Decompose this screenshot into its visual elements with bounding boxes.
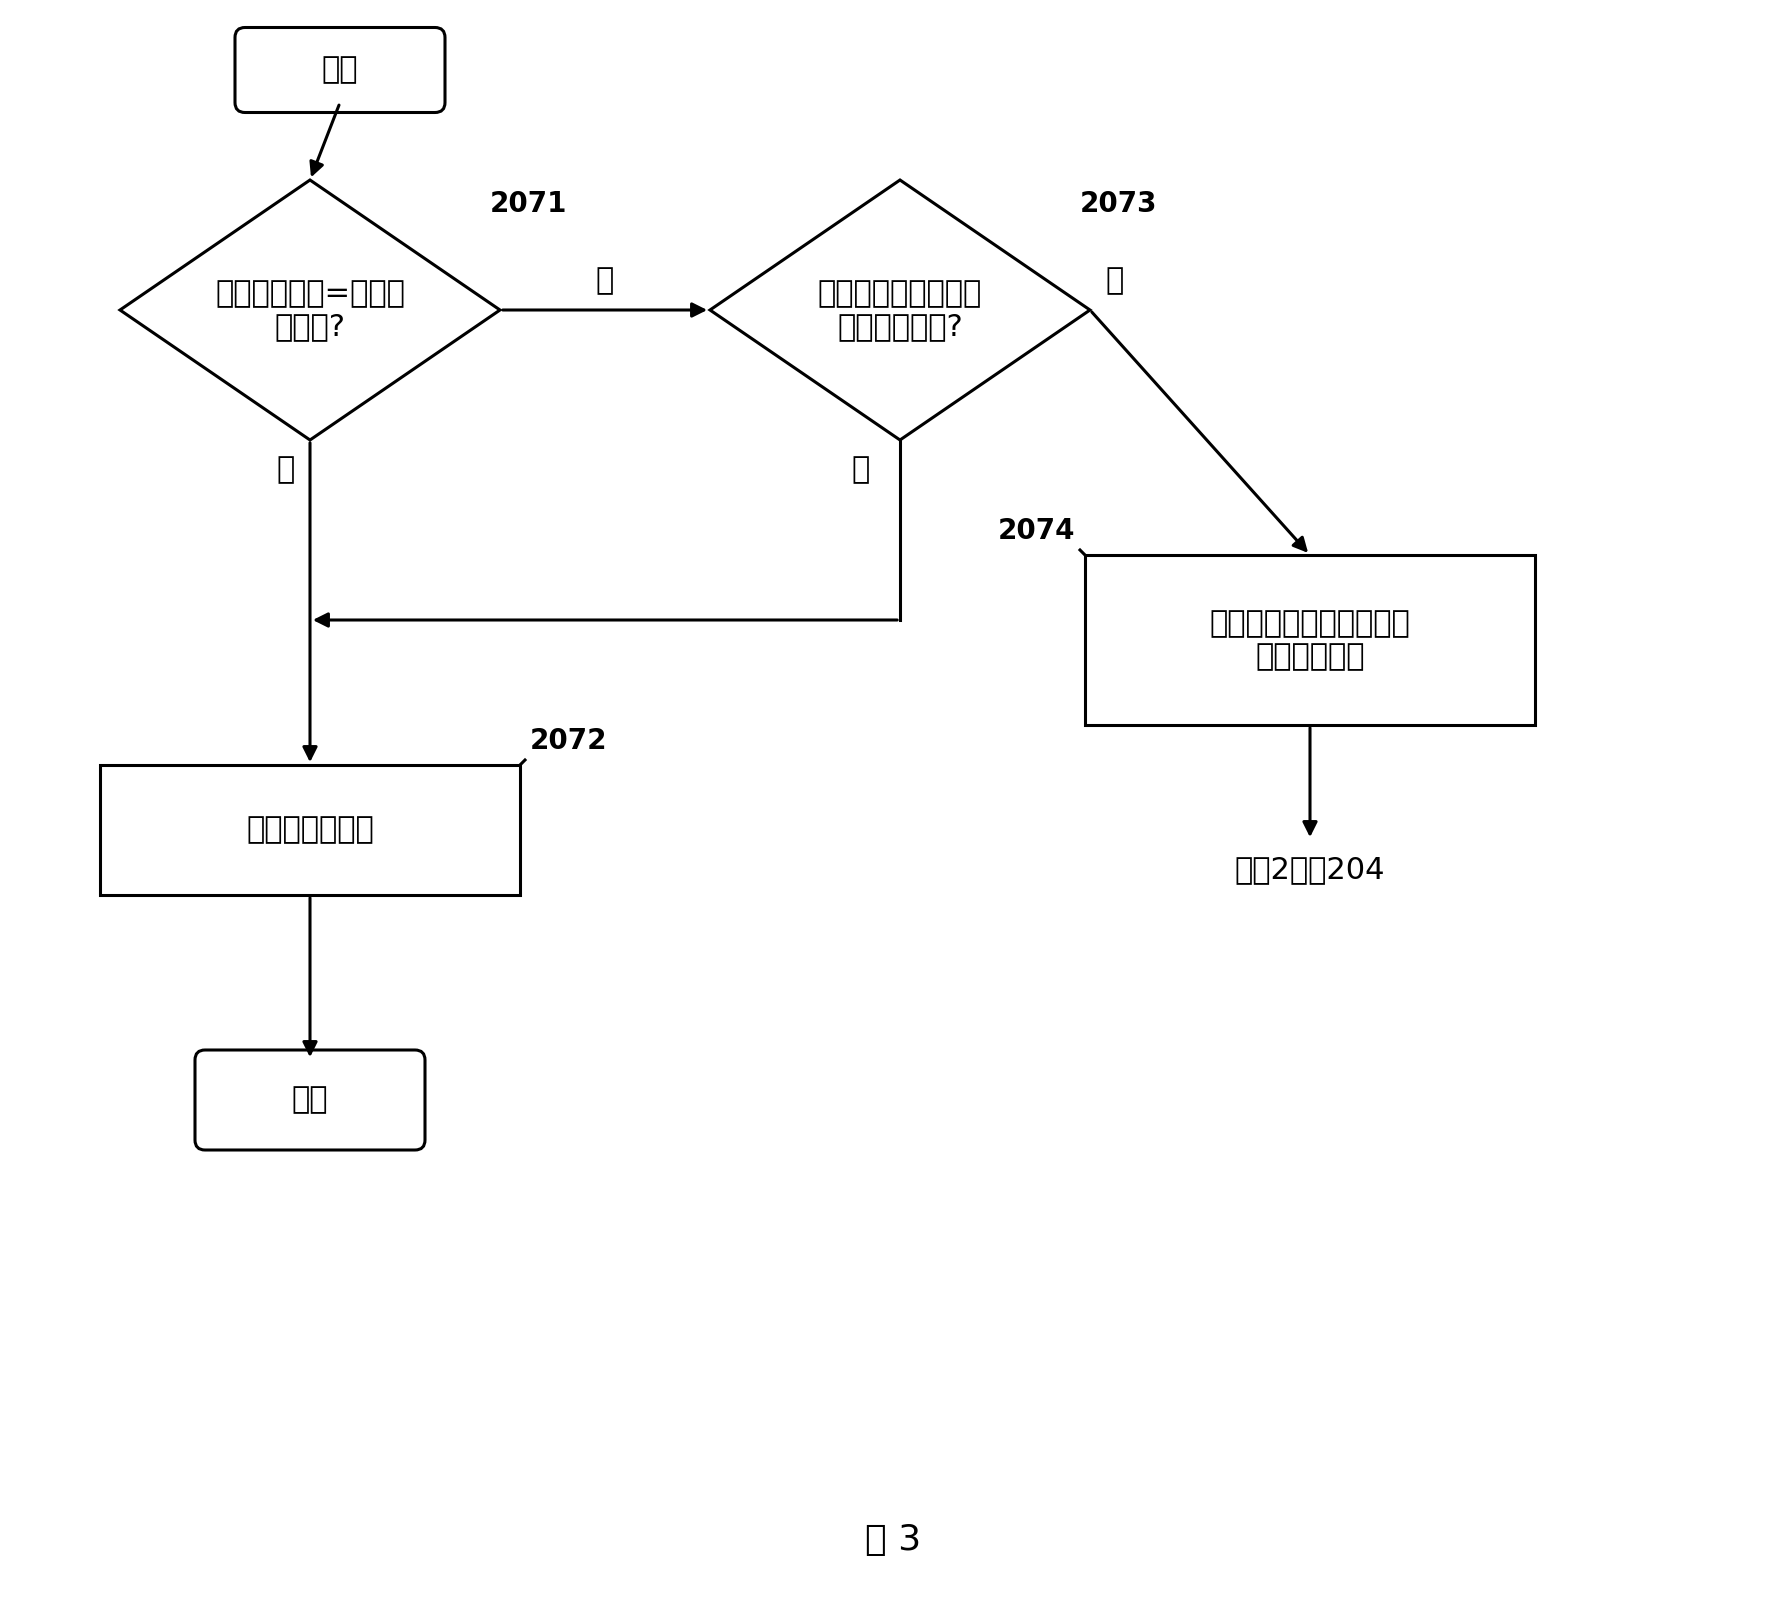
Text: 2073: 2073 [1081,191,1157,218]
Text: 2072: 2072 [530,727,607,756]
Text: 图 3: 图 3 [864,1523,922,1558]
Bar [1086,556,1534,725]
Text: 第一参考分量=第二参
考分量?: 第一参考分量=第二参 考分量? [214,279,405,341]
FancyBboxPatch shape [195,1050,425,1150]
Text: 是: 是 [277,455,295,484]
Text: 2071: 2071 [489,191,568,218]
Text: 开始: 开始 [321,56,359,85]
Text: 是: 是 [852,455,870,484]
Text: 至图2步骤204: 至图2步骤204 [1234,855,1386,884]
Text: 否: 否 [1106,266,1123,295]
FancyBboxPatch shape [236,27,445,112]
Text: 否: 否 [597,266,614,295]
Text: 输出新检测分量: 输出新检测分量 [246,815,373,844]
Text: 2074: 2074 [998,517,1075,544]
Polygon shape [711,179,1089,440]
Text: 迭代次数等于或大于
预定迭代次数?: 迭代次数等于或大于 预定迭代次数? [818,279,982,341]
Text: 结束: 结束 [291,1085,329,1114]
Text: 将第二参考分量作为新的
第一参考分量: 将第二参考分量作为新的 第一参考分量 [1209,608,1411,671]
Polygon shape [120,179,500,440]
Bar [100,765,520,895]
